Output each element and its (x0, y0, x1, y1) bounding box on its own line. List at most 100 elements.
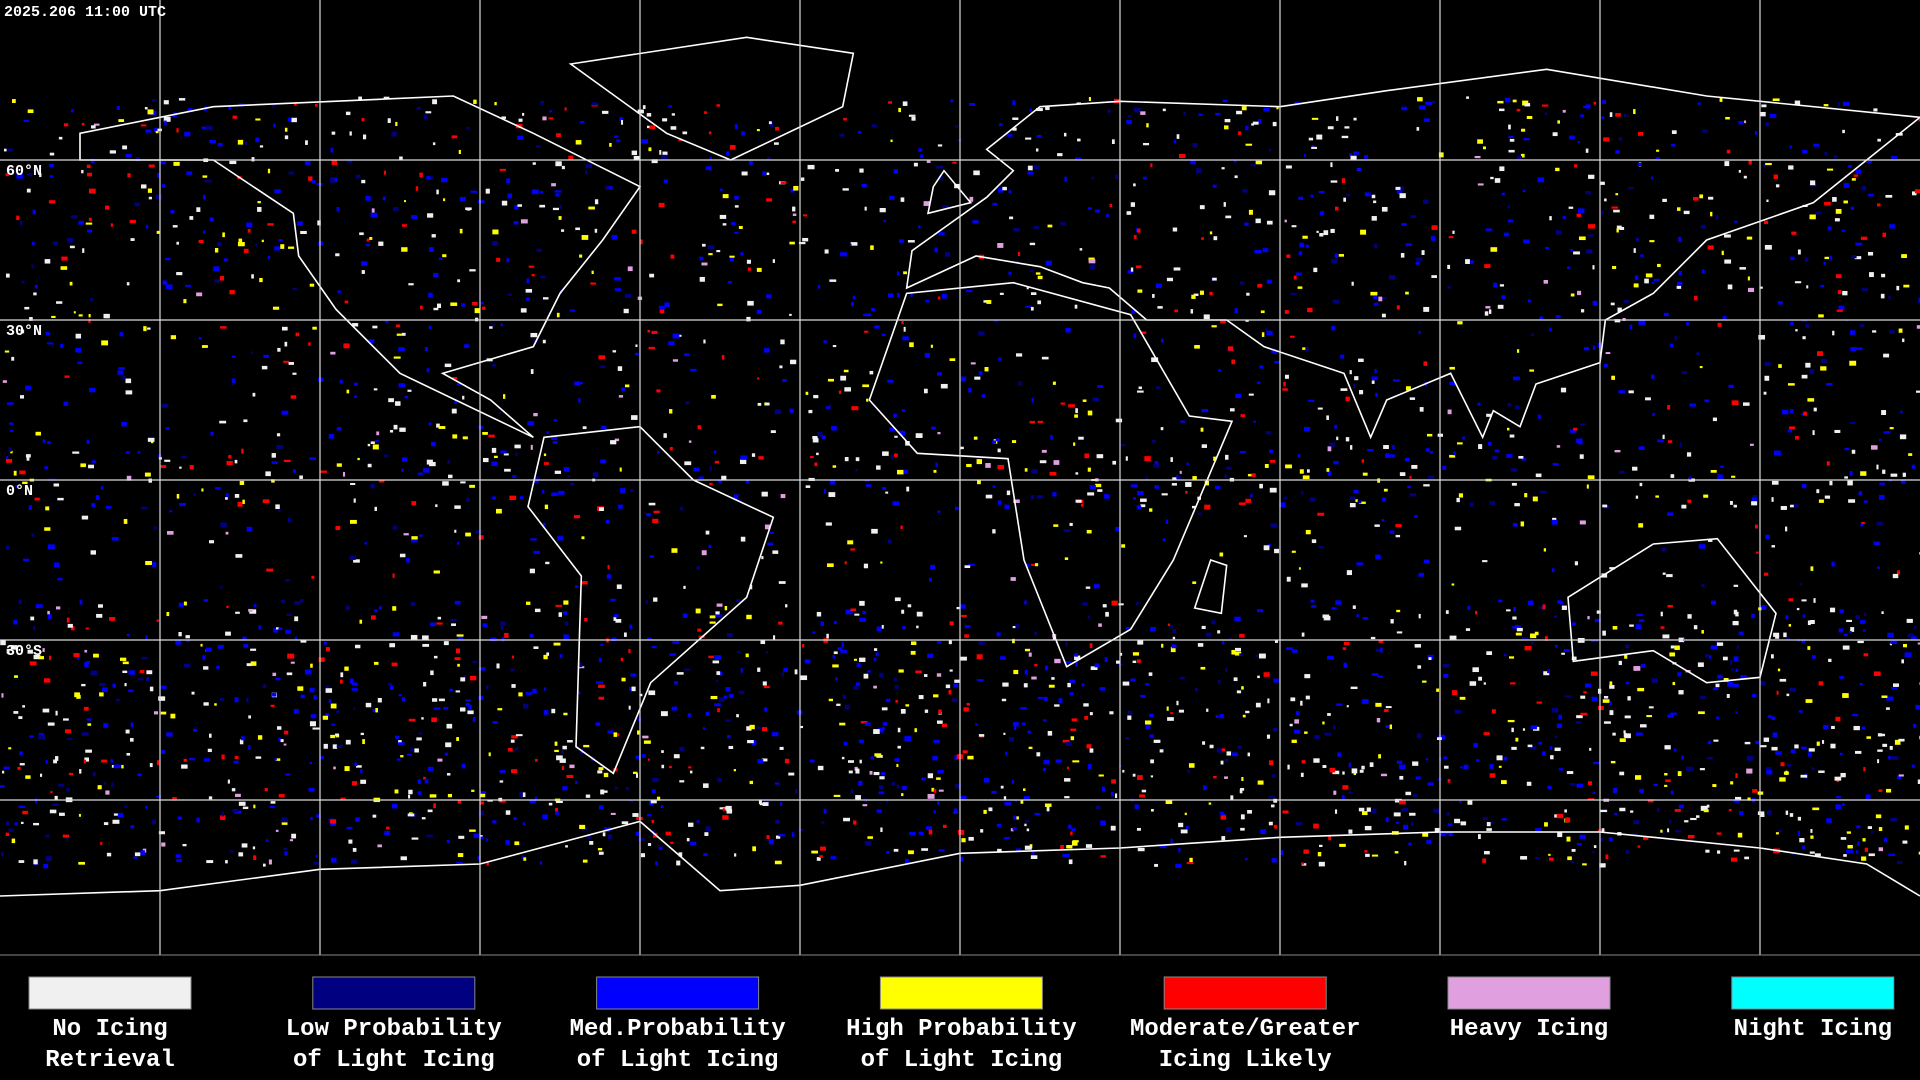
icing-pixel (1049, 471, 1057, 476)
icing-pixel (1058, 698, 1063, 703)
icing-pixel (1548, 853, 1551, 856)
icing-pixel (1082, 602, 1088, 606)
icing-pixel (1274, 640, 1278, 643)
icing-pixel (625, 787, 630, 790)
icing-pixel (377, 844, 382, 848)
icing-pixel (820, 846, 827, 851)
icing-pixel (1359, 769, 1364, 773)
icing-pixel (828, 698, 833, 702)
icing-pixel (889, 195, 895, 200)
icing-pixel (1012, 638, 1015, 644)
icing-pixel (534, 796, 538, 801)
icing-pixel (532, 688, 537, 694)
icing-pixel (552, 207, 560, 211)
icing-pixel (1187, 769, 1190, 773)
icing-pixel (1778, 364, 1782, 368)
icing-pixel (1552, 517, 1557, 521)
icing-pixel (452, 434, 458, 439)
icing-pixel (1788, 624, 1792, 627)
icing-pixel (283, 743, 287, 746)
icing-pixel (320, 755, 325, 760)
icing-pixel (1724, 234, 1731, 238)
icing-pixel (391, 662, 398, 667)
icing-pixel (206, 860, 214, 864)
icing-pixel (367, 443, 371, 447)
icing-pixel (1813, 143, 1820, 147)
icing-pixel (126, 633, 130, 637)
icing-pixel (1896, 775, 1902, 780)
icing-pixel (1069, 692, 1074, 696)
icing-pixel (802, 644, 805, 648)
icing-pixel (1549, 216, 1552, 221)
icing-pixel (821, 435, 826, 439)
icing-pixel (1082, 399, 1087, 402)
icing-pixel (219, 698, 225, 701)
icing-pixel (581, 536, 585, 540)
icing-pixel (161, 403, 169, 408)
icing-pixel (1063, 529, 1071, 533)
icing-pixel (1726, 149, 1731, 154)
icing-pixel (1100, 855, 1106, 858)
icing-pixel (1240, 814, 1245, 820)
icing-pixel (1801, 639, 1806, 643)
icing-pixel (534, 608, 541, 613)
icing-pixel (1549, 857, 1554, 861)
icing-pixel (711, 394, 716, 399)
icing-pixel (1667, 440, 1673, 443)
icing-pixel (235, 554, 243, 558)
icing-pixel (871, 124, 877, 128)
icing-pixel (1224, 758, 1229, 763)
icing-pixel (1690, 817, 1697, 821)
icing-pixel (740, 455, 747, 460)
icing-pixel (858, 780, 863, 786)
icing-pixel (1110, 825, 1116, 831)
icing-pixel (1862, 838, 1866, 842)
icing-pixel (1830, 743, 1836, 749)
legend-swatch (1731, 976, 1895, 1010)
icing-pixel (1805, 362, 1811, 368)
icing-pixel (1036, 752, 1041, 757)
icing-pixel (1848, 631, 1852, 634)
icing-pixel (103, 822, 109, 826)
icing-pixel (1821, 740, 1825, 744)
icing-pixel (1820, 284, 1825, 288)
icing-pixel (308, 176, 313, 181)
icing-pixel (1891, 756, 1899, 760)
icing-pixel (831, 426, 837, 431)
icing-pixel (885, 491, 889, 494)
icing-pixel (1878, 789, 1883, 792)
icing-pixel (1618, 137, 1623, 141)
icing-pixel (647, 843, 652, 846)
icing-pixel (1381, 313, 1386, 318)
icing-pixel (513, 817, 517, 821)
icing-pixel (1098, 623, 1102, 627)
icing-pixel (1149, 734, 1154, 738)
icing-pixel (597, 848, 603, 851)
icing-pixel (1576, 438, 1583, 444)
icing-pixel (624, 384, 630, 388)
icing-pixel (841, 756, 845, 760)
icing-pixel (292, 287, 297, 291)
icing-pixel (1416, 127, 1420, 131)
icing-pixel (1861, 288, 1868, 292)
icing-pixel (1794, 281, 1802, 284)
icing-pixel (575, 227, 581, 231)
icing-pixel (21, 280, 25, 284)
icing-pixel (1585, 104, 1591, 109)
icing-pixel (676, 860, 681, 866)
icing-pixel (1677, 672, 1682, 677)
icing-pixel (1343, 197, 1346, 202)
icing-pixel (1045, 260, 1052, 266)
icing-pixel (1127, 270, 1134, 274)
icing-pixel (1713, 739, 1719, 742)
icing-pixel (29, 735, 35, 738)
icing-pixel (1388, 275, 1396, 280)
icing-pixel (436, 423, 440, 428)
icing-pixel (525, 601, 531, 605)
icing-pixel (934, 247, 938, 253)
icing-pixel (78, 861, 85, 865)
icing-pixel (1889, 224, 1895, 229)
icing-pixel (600, 789, 605, 795)
icing-pixel (684, 461, 692, 466)
icing-pixel (1081, 503, 1084, 507)
